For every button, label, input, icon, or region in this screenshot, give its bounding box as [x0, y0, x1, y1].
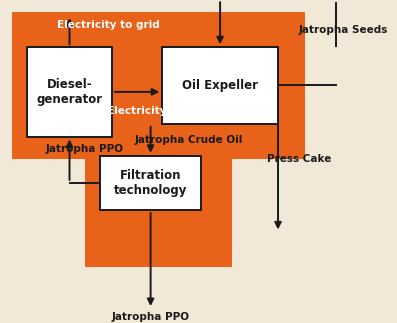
Text: Press Cake: Press Cake: [267, 154, 331, 164]
Text: Jatropha Crude Oil: Jatropha Crude Oil: [135, 135, 243, 145]
Text: Electricity: Electricity: [107, 106, 167, 116]
Text: Jatropha PPO: Jatropha PPO: [112, 312, 190, 322]
Text: Filtration
technology: Filtration technology: [114, 169, 187, 197]
Bar: [27, 47, 112, 137]
Text: Jatropha Seeds: Jatropha Seeds: [299, 25, 388, 35]
Bar: [100, 156, 201, 210]
Bar: [162, 47, 278, 124]
Bar: [12, 12, 305, 159]
Bar: [85, 152, 232, 267]
Text: Jatropha PPO: Jatropha PPO: [46, 144, 124, 154]
Text: Electricity to grid: Electricity to grid: [57, 20, 160, 30]
Text: Diesel-
generator: Diesel- generator: [37, 78, 102, 106]
Text: Oil Expeller: Oil Expeller: [182, 79, 258, 92]
